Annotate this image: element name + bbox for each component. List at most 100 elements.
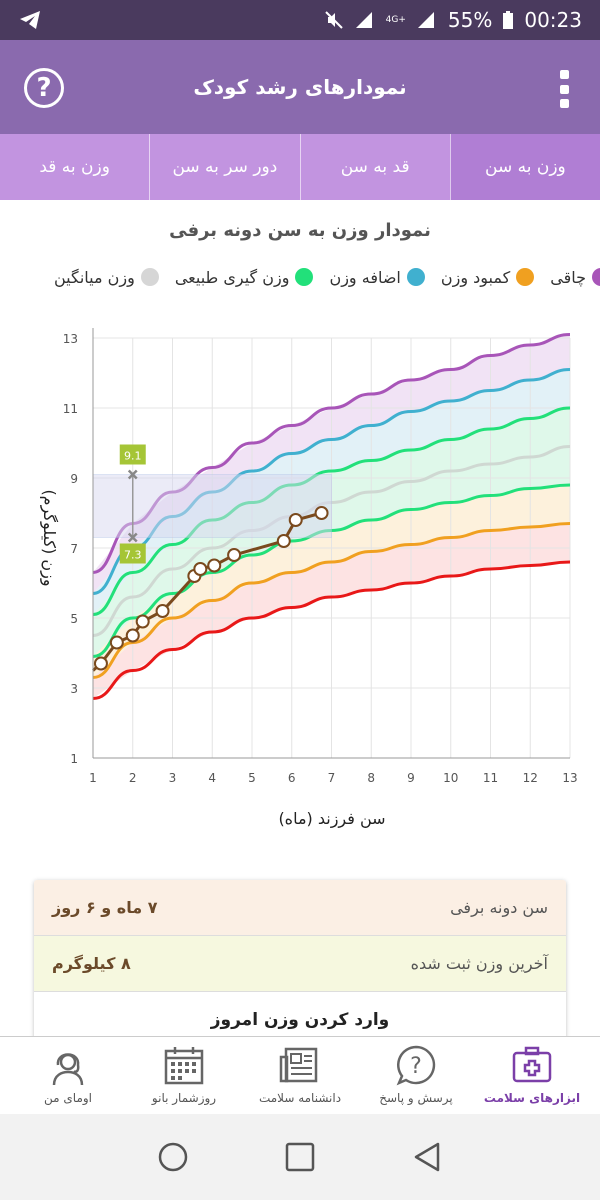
chart-title: نمودار وزن به سن دونه برفی [169, 220, 431, 241]
child-point [314, 506, 329, 520]
y-tick-label: 7 [70, 542, 78, 556]
y-tick-label: 5 [70, 612, 78, 626]
y-tick-label: 3 [70, 682, 78, 696]
chart-grid [92, 337, 571, 759]
legend-overweight[interactable]: اضافه وزن [329, 267, 425, 287]
legend-average[interactable]: وزن میانگین [54, 268, 159, 287]
marker-badge-lower [119, 543, 146, 564]
line-severe [92, 560, 571, 700]
child-weight-series [92, 506, 329, 672]
enter-weight-button[interactable]: وارد کردن وزن امروز [210, 1010, 390, 1030]
x-tick-label: 2 [129, 771, 137, 785]
legend-label: اضافه وزن [329, 267, 401, 287]
x-tick-label: 3 [169, 771, 177, 785]
overflow-menu-icon[interactable] [558, 70, 570, 108]
age-value: ۷ ماه و ۶ روز [52, 898, 158, 917]
medical-kit-icon [512, 1046, 552, 1083]
nav-label: پرسش و پاسخ [379, 1091, 453, 1105]
child-point [125, 628, 140, 643]
tab-head-for-age[interactable]: دور سر به سن [149, 134, 299, 200]
x-tick-label: 11 [483, 771, 498, 785]
woman-avatar-icon [52, 1053, 84, 1086]
bottom-nav: ابزارهای سلامت ? پرسش و پاسخ دانشنامه سل… [0, 1036, 600, 1114]
legend-dot [516, 268, 535, 286]
nav-label: اومای من [44, 1091, 92, 1105]
legend-dot [406, 268, 425, 286]
nav-calendar[interactable]: روزشمار بانو [126, 1037, 242, 1114]
y-axis-label: وزن (کیلوگرم) [39, 489, 59, 586]
marker-label-lower: 7.3 [124, 549, 142, 562]
nav-label: روزشمار بانو [151, 1091, 217, 1105]
x-tick-label: 5 [248, 771, 256, 785]
tab-height-for-age[interactable]: قد به سن [299, 134, 450, 200]
clock: 00:23 [524, 8, 582, 32]
legend-normal[interactable]: وزن گیری طبیعی [175, 268, 314, 287]
tab-weight-for-age[interactable]: وزن به سن [449, 134, 600, 200]
question-bubble-icon: ? [396, 1045, 436, 1086]
info-card: سن دونه برفی ۷ ماه و ۶ روز آخرین وزن ثبت… [34, 880, 566, 1048]
weight-value: ۸ کیلوگرم [52, 954, 131, 973]
nav-health-tools[interactable]: ابزارهای سلامت [474, 1037, 590, 1114]
nav-encyclopedia[interactable]: دانشنامه سلامت [242, 1037, 358, 1114]
status-bar: 4G+ 55% 00:23 [0, 0, 600, 40]
child-point [276, 534, 291, 548]
x-tick-label: 1 [89, 771, 97, 785]
legend-label: چاقی [550, 267, 586, 287]
child-point [135, 614, 150, 629]
x-tick-label: 6 [288, 771, 296, 785]
battery-icon [503, 11, 514, 29]
chart-tabs: وزن به سن قد به سن دور سر به سن وزن به ق… [0, 134, 600, 200]
back-triangle-icon[interactable] [410, 1140, 444, 1174]
page-title: نمودارهای رشد کودک [193, 75, 407, 99]
legend-dot [592, 268, 600, 286]
age-label: سن دونه برفی [450, 898, 548, 917]
legend-dot [140, 268, 159, 286]
marker-badge-upper [119, 444, 146, 465]
app-bar: ? نمودارهای رشد کودک [0, 40, 600, 134]
home-circle-icon[interactable] [156, 1140, 190, 1174]
nav-label: دانشنامه سلامت [258, 1091, 342, 1105]
x-tick-label: 10 [443, 771, 458, 785]
marker-label-upper: 9.1 [124, 450, 142, 463]
legend-obese[interactable]: چاقی [550, 268, 600, 287]
legend-label: وزن میانگین [53, 267, 135, 287]
signal-icon [355, 12, 372, 28]
child-point [109, 635, 124, 650]
x-axis-label: سن فرزند (ماه) [278, 809, 385, 829]
y-tick-label: 9 [70, 472, 78, 486]
help-icon[interactable]: ? [24, 68, 64, 108]
nav-questions[interactable]: ? پرسش و پاسخ [358, 1037, 474, 1114]
marker-range [92, 474, 332, 538]
x-tick-label: 4 [208, 771, 216, 785]
y-tick-label: 1 [70, 752, 78, 766]
legend-label: کمبود وزن [440, 267, 511, 287]
chart-legend: چاقی کمبود وزن اضافه وزن وزن گیری طبیعی … [0, 262, 600, 292]
legend-underweight[interactable]: کمبود وزن [440, 267, 535, 287]
x-tick-label: 9 [407, 771, 415, 785]
child-point [207, 558, 222, 573]
y-tick-label: 13 [63, 332, 78, 346]
age-row: سن دونه برفی ۷ ماه و ۶ روز [34, 880, 566, 936]
y-tick-label: 11 [63, 402, 78, 416]
child-point [227, 548, 242, 562]
x-tick-label: 8 [367, 771, 375, 785]
battery-percent: 55% [447, 8, 493, 32]
x-tick-label: 13 [562, 771, 577, 785]
child-point [288, 513, 303, 527]
tab-weight-for-height[interactable]: وزن به قد [39, 157, 110, 177]
system-nav-bar [0, 1114, 600, 1200]
marker-cross [127, 469, 138, 480]
x-tick-label: 12 [523, 771, 538, 785]
x-tick-label: 7 [328, 771, 336, 785]
marker-cross [127, 532, 138, 543]
signal-icon-2 [417, 12, 434, 28]
legend-label: وزن گیری طبیعی [174, 267, 290, 287]
recent-apps-icon[interactable] [283, 1140, 317, 1174]
nav-label: ابزارهای سلامت [483, 1091, 581, 1105]
svg-text:?: ? [410, 1054, 422, 1079]
weight-row: آخرین وزن ثبت شده ۸ کیلوگرم [34, 936, 566, 992]
telegram-icon [20, 11, 40, 29]
nav-my-profile[interactable]: اومای من [10, 1037, 126, 1114]
